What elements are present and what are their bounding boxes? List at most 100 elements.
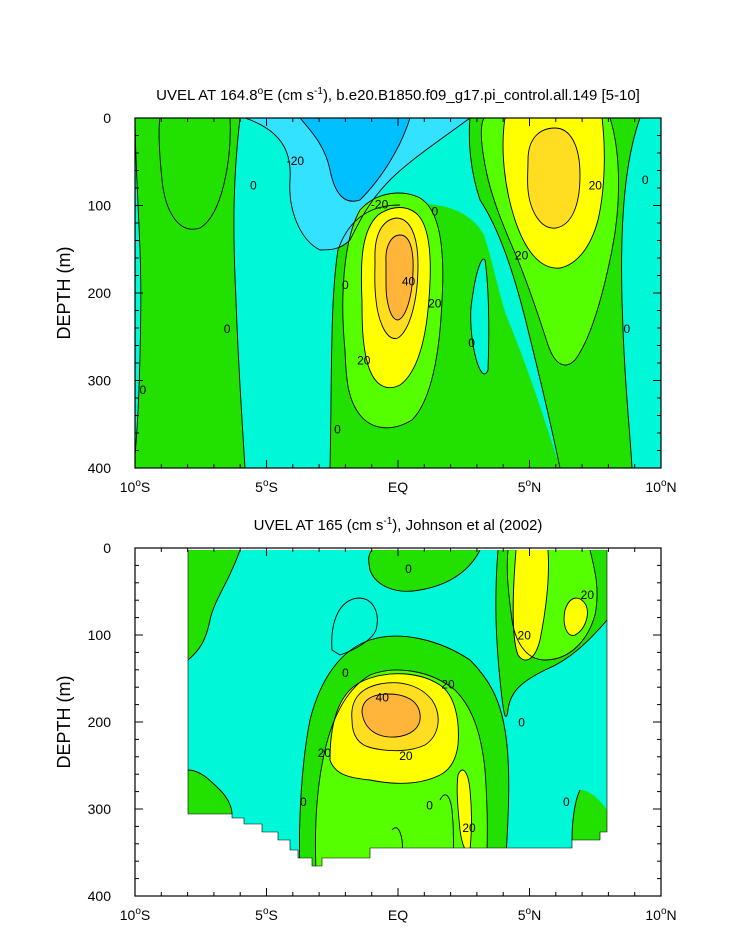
x-tick-label: 10oN xyxy=(645,906,676,923)
contour-fill-region xyxy=(564,598,588,636)
contour-line xyxy=(527,127,581,229)
contour-line xyxy=(158,118,231,230)
x-tick-label: 5oS xyxy=(255,906,278,923)
contour-line xyxy=(244,118,471,251)
contour-value-label: 20 xyxy=(515,248,529,262)
contour-line xyxy=(361,693,421,738)
contour-value-label: 0 xyxy=(140,383,147,397)
contour-line xyxy=(329,204,401,468)
contour-line xyxy=(506,550,598,661)
contour-value-label: 20 xyxy=(399,749,413,763)
y-axis-label: DEPTH (m) xyxy=(54,676,74,769)
y-tick-label: 0 xyxy=(103,540,111,556)
observation-panel-title: UVEL AT 165 (cm s-1), Johnson et al (200… xyxy=(254,516,543,534)
contour-line xyxy=(468,118,561,468)
contour-line xyxy=(374,217,419,339)
contour-fill-region xyxy=(385,235,414,320)
y-tick-label: 400 xyxy=(88,460,112,476)
x-tick-label: 5oN xyxy=(518,906,541,923)
contour-fill-region xyxy=(470,259,489,374)
contour-line xyxy=(470,258,490,375)
contour-line xyxy=(188,550,241,661)
y-tick-label: 300 xyxy=(88,801,112,817)
y-tick-label: 0 xyxy=(103,110,111,126)
contour-line xyxy=(621,118,641,468)
contour-line xyxy=(351,682,439,752)
contour-value-label: -20 xyxy=(371,198,389,212)
y-tick-label: 100 xyxy=(88,627,112,643)
contour-value-label: 20 xyxy=(518,629,532,643)
contour-value-label: -20 xyxy=(287,154,305,168)
contour-value-label: 20 xyxy=(318,746,332,760)
contour-fill-region xyxy=(368,550,480,592)
contour-value-label: 0 xyxy=(431,205,438,219)
contour-line xyxy=(135,118,142,456)
contour-value-label: 0 xyxy=(224,322,231,336)
contour-fill-region xyxy=(188,550,240,660)
contour-value-label: 20 xyxy=(357,353,371,367)
observation-panel: UVEL AT 165 (cm s-1), Johnson et al (200… xyxy=(54,516,677,923)
contour-line xyxy=(188,769,233,815)
contour-line xyxy=(315,669,488,866)
observation-contour-field xyxy=(188,550,607,866)
contour-line xyxy=(342,192,444,429)
contour-value-label: 0 xyxy=(468,336,475,350)
contour-line xyxy=(502,118,605,269)
contour-line xyxy=(233,118,246,468)
contour-line xyxy=(329,673,459,784)
x-tick-label: EQ xyxy=(388,907,408,923)
contour-line xyxy=(299,635,510,866)
contour-line xyxy=(385,234,414,321)
contour-line xyxy=(360,207,431,389)
contour-value-label: 0 xyxy=(563,795,570,809)
y-axis-label: DEPTH (m) xyxy=(54,247,74,340)
model-contour-field xyxy=(135,118,661,468)
contour-fill-region xyxy=(527,128,580,229)
contour-line xyxy=(571,789,581,841)
contour-fill-region xyxy=(572,790,607,840)
contour-value-label: 0 xyxy=(334,422,341,436)
contour-line xyxy=(331,597,378,656)
contour-line xyxy=(368,550,481,592)
contour-value-label: 20 xyxy=(581,588,595,602)
contour-value-label: 0 xyxy=(342,666,349,680)
contour-value-label: 20 xyxy=(589,178,603,192)
contour-value-label: 20 xyxy=(441,677,455,691)
contour-value-label: 0 xyxy=(250,178,257,192)
y-tick-label: 200 xyxy=(88,285,112,301)
contour-line xyxy=(563,597,588,636)
contour-fill-region xyxy=(513,550,549,660)
contour-value-label: 0 xyxy=(426,798,433,812)
x-tick-label: 10oS xyxy=(120,478,150,495)
y-tick-label: 200 xyxy=(88,714,112,730)
contour-fill-region xyxy=(158,118,231,230)
y-tick-label: 400 xyxy=(88,888,112,904)
contour-fill-region xyxy=(188,770,232,814)
x-tick-label: EQ xyxy=(388,479,408,495)
x-tick-label: 10oS xyxy=(120,906,150,923)
contour-fill-region xyxy=(331,598,378,655)
x-tick-label: 10oN xyxy=(645,478,676,495)
observation-data-boundary xyxy=(187,550,608,867)
contour-value-label: 40 xyxy=(402,275,416,289)
model-panel-title: UVEL AT 164.8oE (cm s-1), b.e20.B1850.f0… xyxy=(156,86,640,104)
x-tick-label: 5oN xyxy=(518,478,541,495)
y-tick-label: 300 xyxy=(88,373,112,389)
contour-fill-region xyxy=(300,118,410,202)
contour-line xyxy=(480,118,619,366)
contour-value-label: 0 xyxy=(642,173,649,187)
x-tick-label: 5oS xyxy=(255,478,278,495)
model-panel: UVEL AT 164.8oE (cm s-1), b.e20.B1850.f0… xyxy=(54,86,677,495)
contour-fill-region xyxy=(457,770,472,852)
y-tick-label: 100 xyxy=(88,198,112,214)
contour-line xyxy=(512,550,549,661)
contour-line xyxy=(495,550,607,718)
contour-value-label: 0 xyxy=(300,795,307,809)
contour-value-label: 0 xyxy=(623,322,630,336)
contour-value-label: 20 xyxy=(428,296,442,310)
contour-value-label: 0 xyxy=(405,562,412,576)
contour-value-label: 20 xyxy=(462,821,476,835)
contour-line xyxy=(299,118,411,202)
contour-fill-region xyxy=(362,694,421,738)
